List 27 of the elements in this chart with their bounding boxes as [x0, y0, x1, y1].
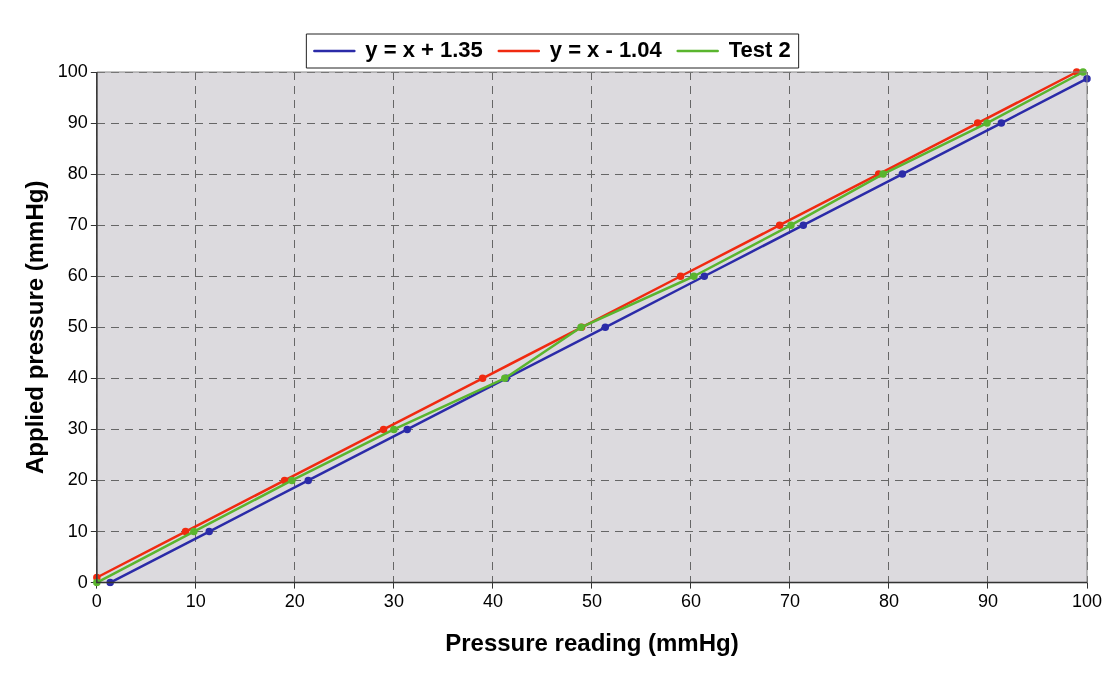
- x-tick-label: 70: [779, 591, 800, 612]
- y-tick-label: 60: [67, 265, 88, 286]
- y-axis-title: Applied pressure (mmHg): [21, 180, 49, 474]
- legend-label: y = x + 1.35: [365, 37, 483, 63]
- y-tick-label: 0: [77, 571, 88, 592]
- y-tick-label: 40: [67, 367, 88, 388]
- y-tick-label: 90: [67, 112, 88, 133]
- x-tick-label: 60: [680, 591, 701, 612]
- x-tick-label: 20: [284, 591, 305, 612]
- x-tick-label: 0: [91, 591, 102, 612]
- x-axis-title: Pressure reading (mmHg): [445, 629, 739, 657]
- legend-label: Test 2: [728, 37, 791, 63]
- y-tick-label: 100: [57, 60, 88, 81]
- y-tick-label: 50: [67, 316, 88, 337]
- y-tick-label: 30: [67, 418, 88, 439]
- y-tick-label: 80: [67, 163, 88, 184]
- x-tick-label: 90: [977, 591, 998, 612]
- legend-label: y = x - 1.04: [549, 37, 663, 63]
- y-tick-label: 10: [67, 520, 88, 541]
- x-tick-label: 100: [1071, 591, 1103, 612]
- y-tick-label: 20: [67, 469, 88, 490]
- x-tick-label: 50: [581, 591, 602, 612]
- x-tick-label: 10: [185, 591, 206, 612]
- y-tick-label: 70: [67, 214, 88, 235]
- x-tick-label: 40: [482, 591, 503, 612]
- x-tick-label: 80: [878, 591, 899, 612]
- x-tick-label: 30: [383, 591, 404, 612]
